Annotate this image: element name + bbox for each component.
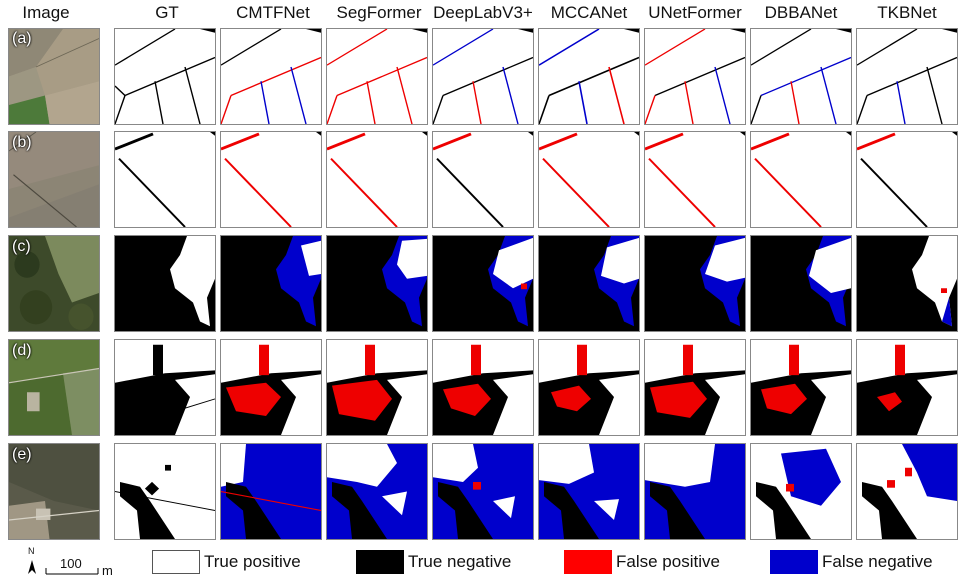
pred-tkbnet-e (856, 443, 958, 540)
pred-deeplabv3-e (432, 443, 534, 540)
pred-cmtfnet-a (220, 28, 322, 125)
pred-mccanet-a (538, 28, 640, 125)
pred-cmtfnet-e (220, 443, 322, 540)
aerial-image-b (8, 131, 100, 228)
aerial-image-a (8, 28, 100, 125)
scale-bar: N 100 m (22, 546, 122, 578)
scale-unit: m (102, 563, 113, 578)
aerial-image-e (8, 443, 100, 540)
row-label-a: (a) (12, 30, 32, 47)
pred-unetformer-c (644, 235, 746, 332)
pred-cmtfnet-c (220, 235, 322, 332)
legend-swatch-false-positive (564, 550, 612, 574)
scale-value: 100 (60, 556, 82, 571)
pred-segformer-d (326, 339, 428, 436)
gt-mask-b (114, 131, 216, 228)
col-header-deeplabv3: DeepLabV3+ (433, 3, 533, 22)
pred-segformer-b (326, 131, 428, 228)
pred-unetformer-b (644, 131, 746, 228)
pred-tkbnet-a (856, 28, 958, 125)
pred-unetformer-d (644, 339, 746, 436)
pred-mccanet-e (538, 443, 640, 540)
legend-label-false-positive: False positive (616, 552, 720, 571)
pred-tkbnet-c (856, 235, 958, 332)
col-header-mccanet: MCCANet (550, 3, 628, 22)
legend-label-true-positive: True positive (204, 552, 301, 571)
legend-swatch-true-negative (356, 550, 404, 574)
pred-mccanet-d (538, 339, 640, 436)
pred-tkbnet-d (856, 339, 958, 436)
row-label-c: (c) (12, 238, 31, 255)
col-header-dbbanet: DBBANet (764, 3, 838, 22)
pred-cmtfnet-b (220, 131, 322, 228)
pred-dbbanet-a (750, 28, 852, 125)
legend-swatch-false-negative (770, 550, 818, 574)
pred-deeplabv3-a (432, 28, 534, 125)
legend-label-false-negative: False negative (822, 552, 933, 571)
col-header-tkbnet: TKBNet (877, 3, 937, 22)
aerial-image-c (8, 235, 100, 332)
pred-deeplabv3-b (432, 131, 534, 228)
pred-segformer-a (326, 28, 428, 125)
legend-label-true-negative: True negative (408, 552, 512, 571)
aerial-image-d (8, 339, 100, 436)
pred-dbbanet-e (750, 443, 852, 540)
pred-segformer-e (326, 443, 428, 540)
pred-segformer-c (326, 235, 428, 332)
pred-mccanet-b (538, 131, 640, 228)
col-header-unetformer: UNetFormer (648, 3, 742, 22)
gt-mask-d (114, 339, 216, 436)
legend-swatch-true-positive (152, 550, 200, 574)
col-header-segformer: SegFormer (336, 3, 422, 22)
row-label-e: (e) (12, 446, 32, 463)
pred-mccanet-c (538, 235, 640, 332)
pred-dbbanet-c (750, 235, 852, 332)
pred-cmtfnet-d (220, 339, 322, 436)
row-label-b: (b) (12, 134, 32, 151)
north-arrow-icon (28, 560, 99, 575)
gt-mask-e (114, 443, 216, 540)
pred-deeplabv3-c (432, 235, 534, 332)
pred-deeplabv3-d (432, 339, 534, 436)
pred-dbbanet-d (750, 339, 852, 436)
pred-tkbnet-b (856, 131, 958, 228)
pred-dbbanet-b (750, 131, 852, 228)
col-header-gt: GT (155, 3, 179, 22)
pred-unetformer-e (644, 443, 746, 540)
col-header-image: Image (22, 3, 70, 22)
gt-mask-c (114, 235, 216, 332)
col-header-cmtfnet: CMTFNet (236, 3, 310, 22)
gt-mask-a (114, 28, 216, 125)
row-label-d: (d) (12, 342, 32, 359)
north-label: N (28, 546, 35, 556)
pred-unetformer-a (644, 28, 746, 125)
